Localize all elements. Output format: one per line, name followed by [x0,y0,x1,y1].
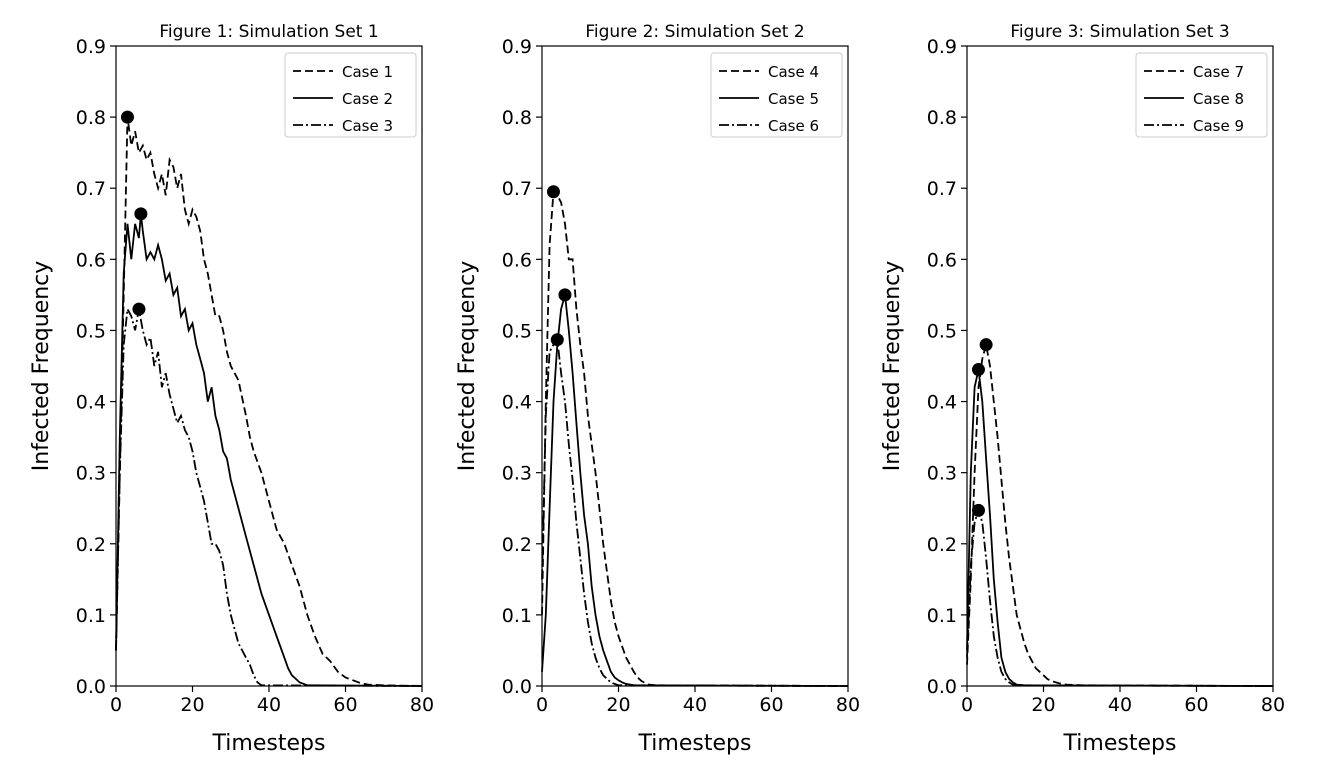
series-line-case-4 [541,189,849,687]
legend-label: Case 8 [1193,90,1244,108]
legend-label: Case 1 [342,63,393,81]
y-tick-label: 0.8 [76,107,106,129]
x-axis-label: Timesteps [1063,731,1177,756]
y-tick-label: 0.4 [927,392,957,414]
x-tick-label: 40 [1108,694,1132,716]
x-axis-label: Timesteps [638,731,752,756]
y-tick-label: 0.8 [502,107,532,129]
x-tick-label: 80 [836,694,860,716]
y-tick-label: 0.7 [76,178,106,200]
x-tick-label: 0 [961,694,973,716]
x-tick-label: 80 [1261,694,1285,716]
chart-panel-2: Figure 2: Simulation Set 2 0 20 40 60 80 0.0 0.… [455,22,860,756]
legend-box [284,52,417,138]
y-tick-label: 0.7 [927,178,957,200]
y-tick-label: 0.5 [76,320,106,342]
y-tick-label: 0.0 [927,676,957,698]
legend-label: Case 5 [768,90,819,108]
y-tick-label: 0.1 [76,605,106,627]
x-tick-label: 0 [536,694,548,716]
legend: Case 4 Case 5 Case 6 [710,52,843,138]
y-tick-label: 0.1 [502,605,532,627]
peak-marker-case-7 [979,338,993,352]
series-line-case-2 [115,213,423,687]
series-line-case-5 [541,294,849,687]
y-tick-label: 0.5 [502,320,532,342]
x-tick-label: 20 [606,694,630,716]
legend-label: Case 3 [342,117,393,135]
y-tick-label: 0.4 [76,392,106,414]
peak-marker-case-4 [546,185,560,199]
x-tick-label: 80 [410,694,434,716]
legend-label: Case 6 [768,117,819,135]
series-line-case-9 [966,507,1274,687]
y-tick-label: 0.2 [927,534,957,556]
chart-title: Figure 2: Simulation Set 2 [585,22,804,42]
series-line-case-3 [115,306,423,687]
peak-marker-case-9 [971,503,985,517]
chart-panel-1: Figure 1: Simulation Set 1 0 20 40 60 80 0.0 0.… [29,22,434,756]
y-tick-label: 0.6 [76,249,106,271]
legend-box [1135,52,1268,138]
x-tick-label: 0 [110,694,122,716]
y-tick-label: 0.0 [76,676,106,698]
legend-label: Case 7 [1193,63,1244,81]
y-tick-label: 0.9 [927,36,957,58]
y-tick-label: 0.0 [502,676,532,698]
y-axis-label: Infected Frequency [455,261,480,472]
y-tick-label: 0.6 [502,249,532,271]
legend-label: Case 9 [1193,117,1244,135]
peak-marker-case-6 [550,333,564,347]
series-line-case-7 [966,344,1274,687]
y-tick-label: 0.9 [76,36,106,58]
chart-panel-3: Figure 3: Simulation Set 3 0 20 40 60 80 0.0 0.… [880,22,1285,756]
y-tick-label: 0.7 [502,178,532,200]
y-tick-label: 0.6 [927,249,957,271]
axes-frame [541,45,849,687]
x-tick-label: 20 [1031,694,1055,716]
series-line-case-1 [115,116,423,687]
x-tick-label: 20 [180,694,204,716]
y-tick-label: 0.3 [502,463,532,485]
peak-marker-case-2 [134,207,148,221]
legend-label: Case 2 [342,90,393,108]
x-tick-label: 60 [333,694,357,716]
x-axis-label: Timesteps [212,731,326,756]
peak-marker-case-1 [120,110,134,124]
axes-frame [115,45,423,687]
y-tick-label: 0.1 [927,605,957,627]
peak-marker-case-5 [558,288,572,302]
y-axis-label: Infected Frequency [29,261,54,472]
y-tick-label: 0.5 [927,320,957,342]
y-tick-label: 0.2 [502,534,532,556]
y-tick-label: 0.2 [76,534,106,556]
y-tick-label: 0.3 [76,463,106,485]
series-line-case-8 [966,369,1274,687]
series-line-case-6 [541,337,849,687]
y-tick-label: 0.3 [927,463,957,485]
legend-box [710,52,843,138]
x-tick-label: 60 [1184,694,1208,716]
x-tick-label: 60 [759,694,783,716]
y-tick-label: 0.8 [927,107,957,129]
legend-label: Case 4 [768,63,819,81]
peak-marker-case-8 [971,363,985,377]
y-axis-label: Infected Frequency [880,261,905,472]
chart-title: Figure 1: Simulation Set 1 [159,22,378,42]
legend: Case 1 Case 2 Case 3 [284,52,417,138]
chart-title: Figure 3: Simulation Set 3 [1010,22,1229,42]
peak-marker-case-3 [132,302,146,316]
y-tick-label: 0.9 [502,36,532,58]
y-tick-label: 0.4 [502,392,532,414]
x-tick-label: 40 [683,694,707,716]
legend: Case 7 Case 8 Case 9 [1135,52,1268,138]
x-tick-label: 40 [257,694,281,716]
